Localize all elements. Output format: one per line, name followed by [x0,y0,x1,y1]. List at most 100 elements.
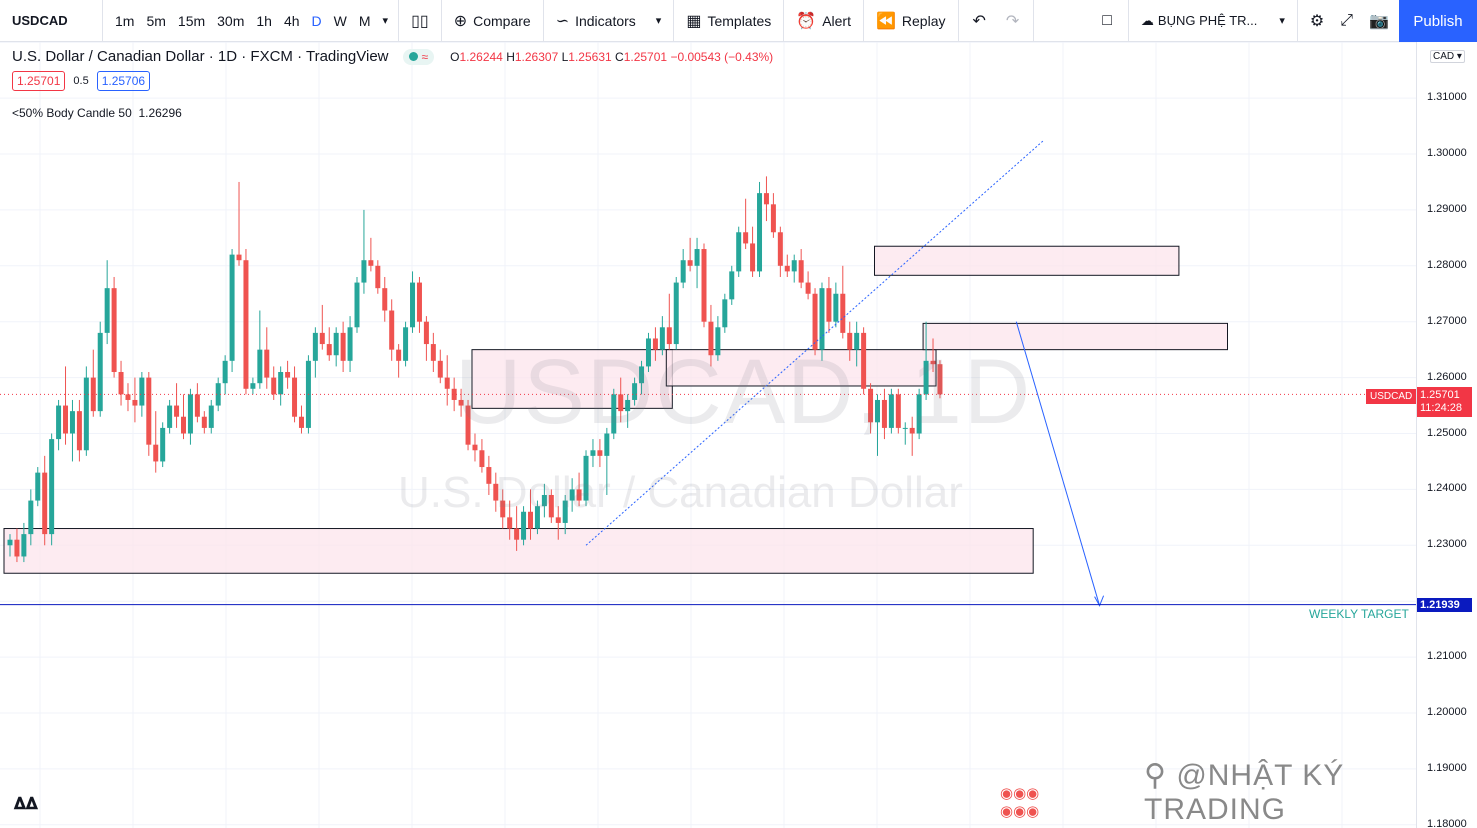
candle-body [680,260,686,283]
gear-icon[interactable]: ⚙ [1309,12,1325,30]
candle-body [875,399,880,423]
current-price: 1.25701 [1420,389,1460,401]
candle-body [916,394,922,434]
candle-body [451,388,457,400]
market-status[interactable]: ≈ [402,48,435,65]
price-tick: 1.20000 [1427,706,1467,718]
alarm-clock-icon: ⏰ [796,12,817,30]
candle-body [243,260,249,389]
candle-body [236,254,242,261]
candle-body [576,489,582,501]
indicator-legend[interactable]: <50% Body Candle 50 1.26296 [12,106,182,120]
candle-body [416,282,422,322]
candle-body [645,338,651,367]
candle-body [423,321,429,345]
chevron-down-icon[interactable]: ▾ [382,15,389,27]
candle-body [160,427,166,462]
camera-icon[interactable]: 📷 [1369,12,1389,30]
chevron-down-icon: ▾ [655,15,662,27]
candle-body [861,332,867,389]
candle-body [618,394,624,412]
layout-select[interactable]: ☁ BỤNG PHỆ TR... ▾ [1133,13,1293,29]
candle-body [354,282,360,328]
top-toolbar: USDCAD 1m 5m 15m 30m 1h 4h D W M ▾ ▯▯ ⊕ Compare … [0,0,1477,42]
symbol-search[interactable]: USDCAD [0,0,103,42]
candle-body [250,383,256,389]
candle-body [278,372,284,395]
candle-body [375,265,381,289]
replay-button[interactable]: ⏪ Replay [868,0,954,42]
replay-label: Replay [901,12,946,29]
fullscreen-square-icon[interactable]: □ [1102,11,1112,29]
interval-1m[interactable]: 1m [115,12,135,29]
candles-icon[interactable]: ▯▯ [411,12,429,30]
compare-button[interactable]: ⊕ Compare [446,0,539,42]
candle-body [826,288,832,322]
price-tick: 1.21000 [1427,650,1467,663]
candle-body [534,506,540,529]
price-axis[interactable]: 1.31000 1.30000 1.29000 1.28000 1.27000 1.260… [1416,42,1477,828]
data-wave-icon: ≈ [421,49,429,64]
candle-body [76,411,82,451]
divider [957,0,959,42]
interval-d[interactable]: D [311,12,322,29]
candle-body [888,394,894,428]
tradingview-logo[interactable]: 𝚫𝚫 [14,796,38,813]
candle-body [694,249,700,266]
sell-price[interactable]: 1.25701 [12,71,66,91]
redo-icon[interactable]: ↷ [1005,12,1020,30]
candle-body [791,260,797,272]
arrow-head-icon [1094,595,1105,607]
price-tick: 1.26000 [1427,370,1467,383]
divider [1033,0,1035,42]
candle-body [743,232,749,244]
price-tick: 1.25000 [1427,426,1467,439]
candle-body [403,327,409,361]
legend-title[interactable]: U.S. Dollar / Canadian Dollar · 1D · FXC… [12,48,389,65]
chart-canvas[interactable] [0,42,1416,828]
candle-body [625,399,631,412]
candle-body [347,327,353,361]
divider [1296,0,1298,42]
candle-body [319,332,325,345]
interval-1h[interactable]: 1h [256,12,272,29]
candle-body [805,282,811,294]
candle-body [687,260,693,266]
currency-select[interactable]: CAD ▾ [1430,50,1465,63]
candle-body [541,494,547,507]
candle-body [201,416,207,428]
candle-body [736,232,742,272]
interval-4h[interactable]: 4h [283,12,300,29]
candle-body [312,332,318,361]
interval-w[interactable]: W [333,12,347,29]
candle-body [264,349,270,378]
interval-15m[interactable]: 15m [177,12,206,29]
publish-button[interactable]: Publish [1399,0,1477,42]
interval-30m[interactable]: 30m [217,12,245,29]
candle-body [83,377,89,451]
price-tick: 1.28000 [1427,258,1467,271]
buy-price[interactable]: 1.25706 [96,71,151,91]
candle-body [701,249,707,322]
candle-body [153,444,159,462]
candle-body [430,344,436,361]
candle-body [90,377,96,412]
candle-body [798,260,804,283]
interval-5m[interactable]: 5m [146,12,166,29]
alert-button[interactable]: ⏰ Alert [788,0,859,42]
expand-icon[interactable]: ⤢ [1340,11,1354,29]
open-label: O [450,49,460,64]
undo-icon[interactable]: ↶ [972,12,986,30]
indicators-button[interactable]: ∽ Indicators ▾ [548,0,670,42]
spread-value: 0.5 [73,75,89,87]
interval-m[interactable]: M [358,12,371,29]
candle-body [444,377,450,389]
templates-button[interactable]: ▦ Templates [678,0,779,42]
candle-body [104,288,110,333]
candle-body [69,411,75,434]
market-open-dot-icon [408,52,418,61]
candle-body [902,427,908,429]
close-value: 1.25701 [623,49,668,64]
candle-body [63,405,69,434]
grid-icon: ▦ [686,12,702,30]
